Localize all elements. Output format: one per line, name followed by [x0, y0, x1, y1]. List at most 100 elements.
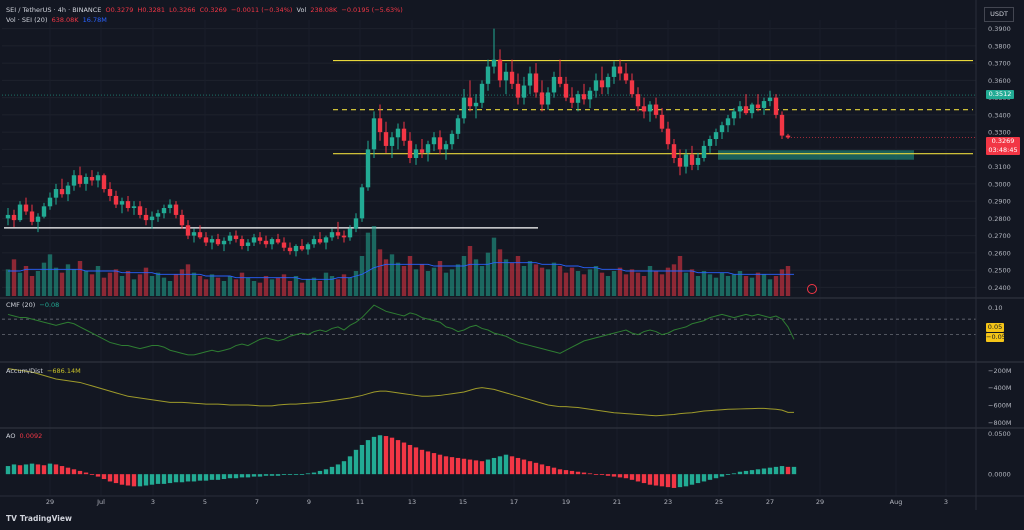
ao-label[interactable]: AO	[6, 432, 16, 440]
ao-histogram-bar	[215, 474, 221, 480]
time-tick-label: 13	[408, 498, 416, 506]
ao-histogram-bar	[467, 459, 473, 475]
accum-dist-pane: −200M −400M −600M −800M	[7, 367, 1011, 427]
ao-histogram-bar	[425, 451, 431, 475]
ao-histogram-bar	[569, 470, 575, 475]
volume-bar	[389, 254, 395, 296]
volume-bar	[311, 277, 317, 296]
volume-bar	[569, 267, 575, 296]
time-tick-label: 7	[255, 498, 259, 506]
volume-bar	[293, 276, 299, 296]
ao-histogram-bar	[665, 474, 671, 488]
volume-bar	[365, 232, 371, 296]
candle-body	[665, 128, 671, 145]
candle-body	[257, 237, 263, 241]
volume-bar	[611, 271, 617, 296]
time-tick-label: 17	[510, 498, 518, 506]
ao-histogram-bar	[389, 437, 395, 475]
candle-body	[143, 214, 149, 221]
volume-bar	[587, 269, 593, 296]
ao-histogram-bar	[131, 474, 137, 487]
ao-histogram-bar	[197, 474, 203, 481]
ao-histogram-bar	[725, 474, 731, 475]
volume-title[interactable]: Vol · SEI (20)	[6, 16, 48, 24]
candle-body	[341, 235, 347, 238]
volume-bar	[581, 274, 587, 296]
candle-body	[437, 137, 443, 150]
candle-body	[59, 189, 65, 195]
candle-body	[29, 211, 35, 222]
volume-bar	[149, 276, 155, 296]
ao-histogram-bar	[323, 469, 329, 475]
ao-histogram-bar	[185, 474, 191, 482]
volume-ma-line	[8, 262, 794, 280]
currency-button[interactable]: USDT	[984, 7, 1014, 22]
volume-bar	[539, 267, 545, 296]
ao-histogram-bar	[257, 474, 263, 477]
ao-histogram-bar	[287, 474, 293, 475]
candle-body	[299, 245, 305, 250]
volume-bar	[395, 262, 401, 296]
candle-body	[275, 239, 281, 243]
cmf-label[interactable]: CMF (20)	[6, 301, 36, 309]
volume-bar	[131, 279, 137, 296]
candle-body	[485, 66, 491, 84]
volume-bar	[113, 269, 119, 296]
volume-bar	[95, 266, 101, 296]
volume-bar	[653, 271, 659, 296]
ao-histogram-bar	[53, 464, 59, 475]
volume-bar	[761, 274, 767, 296]
tradingview-logo[interactable]: TV TradingView	[6, 514, 72, 523]
accum-tick-label: −600M	[988, 401, 1011, 409]
ao-histogram-bar	[161, 474, 167, 484]
candle-body	[599, 80, 605, 88]
candle-body	[269, 239, 275, 245]
volume-bar	[671, 264, 677, 296]
volume-bar	[371, 226, 377, 296]
volume-bar	[245, 277, 251, 296]
volume-bar	[299, 282, 305, 296]
accum-tick-label: −200M	[988, 367, 1011, 375]
ao-histogram-bar	[671, 474, 677, 488]
ao-histogram-bar	[377, 435, 383, 475]
vol-change: −0.0195 (−5.63%)	[341, 6, 403, 14]
volume-bar	[23, 266, 29, 296]
symbol-title[interactable]: SEI / TetherUS · 4h · BINANCE	[6, 6, 102, 14]
ao-histogram-bar	[515, 457, 521, 475]
time-tick-label: 3	[151, 498, 155, 506]
time-tick-label: 29	[46, 498, 54, 506]
price-tick-label: 0.3100	[988, 163, 1011, 171]
candle-body	[737, 106, 743, 112]
time-tick-label: 23	[664, 498, 672, 506]
ao-legend: AO 0.0092	[6, 432, 44, 441]
price-tick-label: 0.3000	[988, 180, 1011, 188]
volume-bar	[473, 259, 479, 296]
ao-histogram-bar	[413, 447, 419, 475]
reset-chart-icon[interactable]	[807, 284, 817, 294]
candle-body	[755, 104, 761, 108]
candle-body	[767, 97, 773, 102]
candle-body	[551, 76, 557, 93]
volume-bar	[557, 266, 563, 296]
accum-label[interactable]: Accum/Dist	[6, 367, 43, 375]
ao-pane: 0.0500 0.0000	[5, 430, 1011, 488]
candle-body	[377, 118, 383, 133]
ao-histogram-bar	[263, 474, 269, 476]
ao-histogram-bar	[539, 464, 545, 475]
candle-body	[293, 245, 299, 252]
ao-histogram-bar	[713, 474, 719, 479]
volume-bar	[749, 277, 755, 296]
volume-bar	[17, 272, 23, 296]
ohlc-close: C0.3269	[199, 6, 227, 14]
volume-bar	[275, 277, 281, 296]
volume-bar	[107, 272, 113, 296]
ao-histogram-bar	[605, 474, 611, 476]
ao-histogram-bar	[773, 466, 779, 475]
volume-bar	[167, 281, 173, 296]
candle-body	[65, 185, 71, 195]
price-tick-label: 0.3400	[988, 111, 1011, 119]
ao-histogram-bar	[47, 463, 53, 475]
volume-bar	[719, 272, 725, 296]
candle-body	[491, 59, 497, 67]
